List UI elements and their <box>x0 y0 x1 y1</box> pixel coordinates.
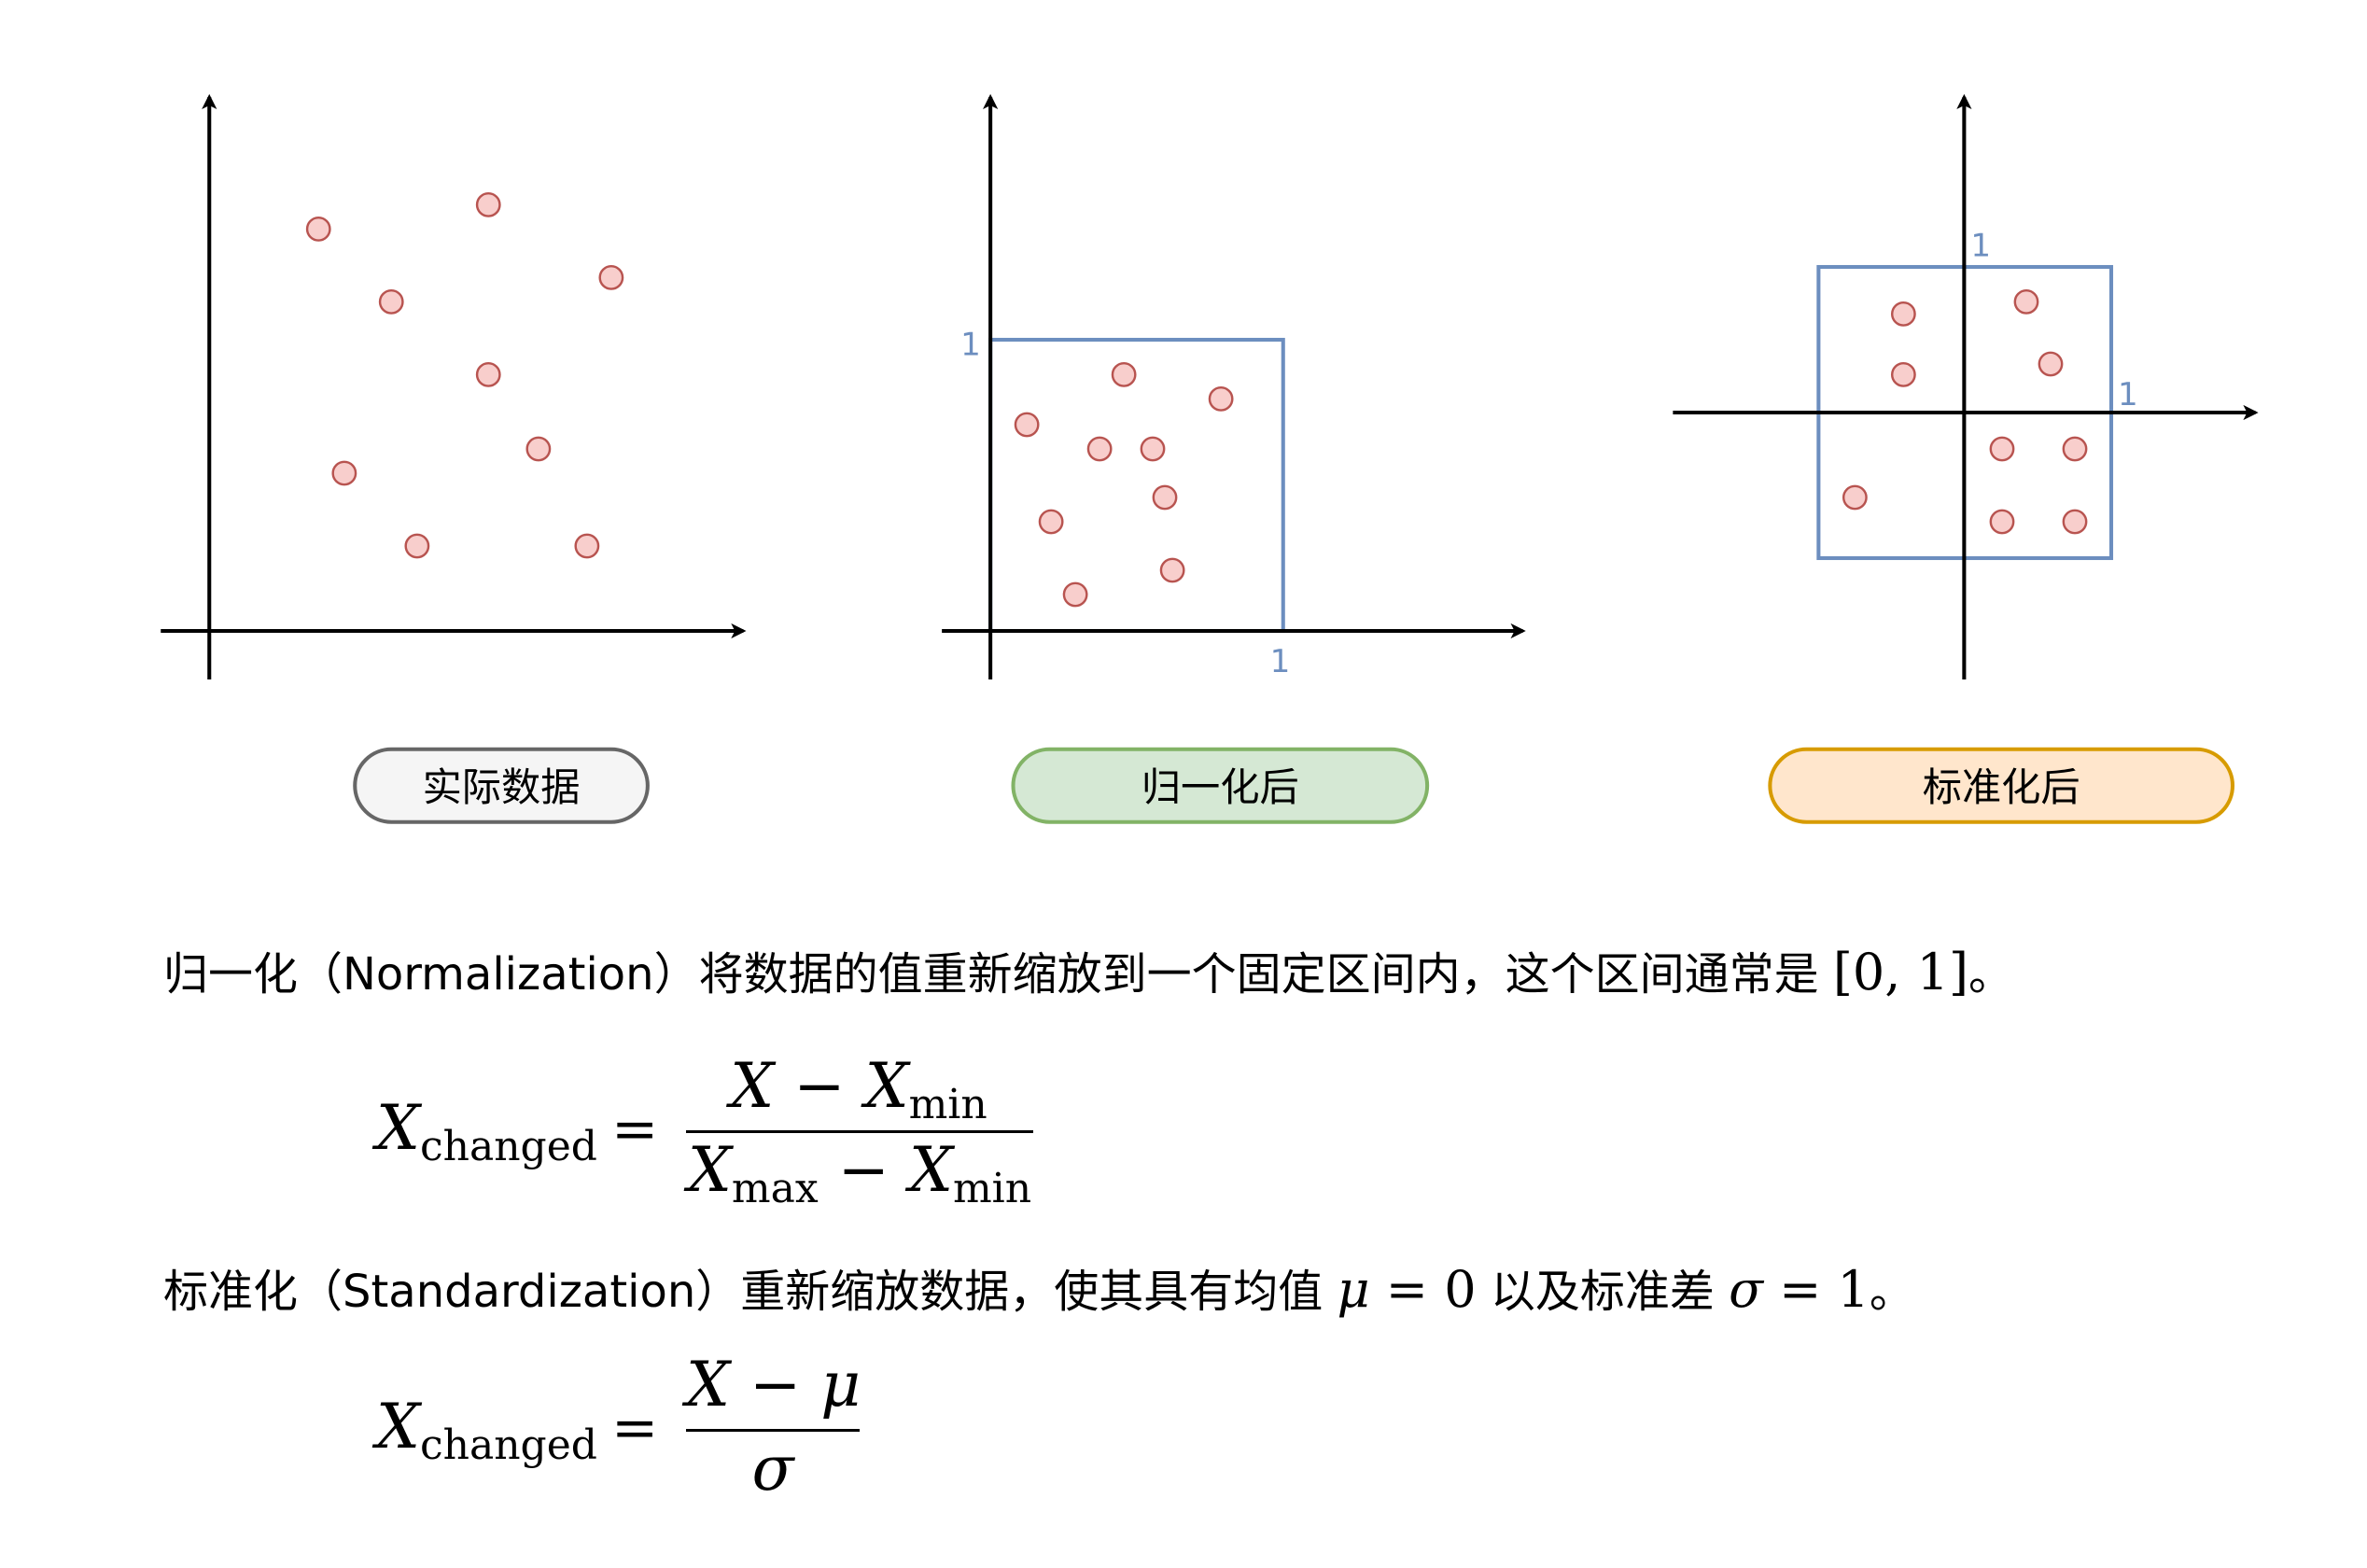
data-point <box>2013 288 2039 315</box>
data-point <box>1086 436 1113 462</box>
unit-label-y: 1 <box>1970 228 1991 265</box>
mu-value: = 0 <box>1369 1260 1477 1319</box>
standardization-description-middle: 以及标准差 <box>1476 1266 1730 1318</box>
mu-symbol: μ <box>1337 1260 1370 1319</box>
pill-label-raw-data: 实际数据 <box>423 764 581 810</box>
formula-denominator: Xmax − Xmin <box>687 1134 1032 1212</box>
data-point <box>598 264 624 290</box>
unit-label-x: 1 <box>1270 643 1291 680</box>
panel-normalized: 1 1 归一化后 <box>942 93 1526 824</box>
data-point <box>1014 412 1040 438</box>
pill-normalized <box>1011 747 1430 824</box>
formula-numerator: X − μ <box>686 1349 861 1421</box>
normalization-description-text: 归一化（Normalization）将数据的值重新缩放到一个固定区间内，这个区间… <box>163 948 1833 1001</box>
data-points <box>1842 288 2088 535</box>
data-point <box>1890 301 1916 327</box>
data-points <box>1014 361 1234 608</box>
data-point <box>525 436 552 462</box>
data-point <box>475 191 501 217</box>
data-point <box>1062 581 1088 608</box>
data-point <box>1159 557 1185 583</box>
data-point <box>331 460 357 486</box>
formula-numerator: X − Xmin <box>730 1050 987 1128</box>
data-point <box>574 533 600 559</box>
panel-standardized: 1 1 标准化后 <box>1673 93 2259 824</box>
unit-box <box>988 337 1285 634</box>
pill-raw-data <box>353 747 650 824</box>
data-point <box>404 533 430 559</box>
normalization-description-end: 。 <box>1968 948 2014 1001</box>
formula-denominator: σ <box>751 1433 794 1505</box>
data-point <box>305 216 331 242</box>
data-points <box>305 191 624 559</box>
data-point <box>475 361 501 387</box>
formula-lhs: Xchanged <box>376 1092 597 1170</box>
unit-label-x: 1 <box>2118 376 2138 413</box>
data-point <box>1111 361 1137 387</box>
standardization-description-text: 标准化（Standardization）重新缩放数据，使其具有均值 <box>163 1266 1338 1318</box>
pill-label-standardized: 标准化后 <box>1923 764 2080 810</box>
equals-sign: = <box>611 1395 659 1461</box>
data-point <box>2062 436 2088 462</box>
data-point <box>378 288 404 315</box>
data-point <box>1989 436 2015 462</box>
unit-label-y: 1 <box>960 326 981 363</box>
standardization-description: 标准化（Standardization）重新缩放数据，使其具有均值 μ = 0 … <box>163 1265 1914 1315</box>
equals-sign: = <box>611 1097 659 1162</box>
sigma-value: = 1 <box>1762 1260 1870 1319</box>
standardization-description-end: 。 <box>1869 1266 1914 1318</box>
data-point <box>1842 484 1868 511</box>
panel-raw-data: 实际数据 <box>161 93 747 824</box>
pill-standardized <box>1768 747 2235 824</box>
data-point <box>1208 385 1234 412</box>
sigma-symbol: σ <box>1729 1260 1763 1319</box>
data-point <box>2062 509 2088 535</box>
interval-notation: [0, 1] <box>1832 943 1969 1001</box>
fraction-bar <box>686 1429 860 1432</box>
fraction-bar <box>686 1130 1033 1133</box>
data-point <box>1152 484 1178 511</box>
data-point <box>1890 361 1916 387</box>
data-point <box>1140 436 1166 462</box>
data-point <box>1989 509 2015 535</box>
pill-label-normalized: 归一化后 <box>1141 764 1299 810</box>
data-point <box>2038 351 2064 377</box>
formula-lhs: Xchanged <box>376 1391 597 1469</box>
data-point <box>1038 509 1064 535</box>
normalization-description: 归一化（Normalization）将数据的值重新缩放到一个固定区间内，这个区间… <box>163 947 2013 998</box>
